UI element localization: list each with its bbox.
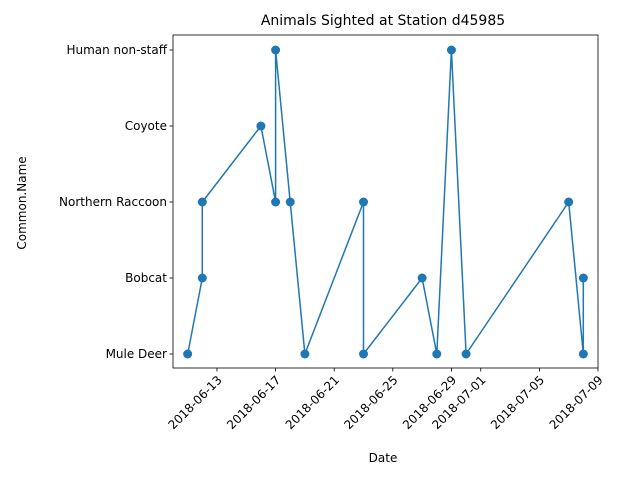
x-tick-label: 2018-06-17	[224, 373, 283, 432]
axes-frame	[172, 34, 599, 369]
data-point	[300, 349, 310, 359]
x-tick-label: 2018-06-13	[166, 373, 225, 432]
y-axis: Mule Deer Bobcat Northern Raccoon Coyote Hum…	[59, 43, 173, 361]
data-point	[432, 349, 442, 359]
data-point	[271, 45, 281, 55]
x-tick-label: 2018-07-05	[488, 373, 547, 432]
x-tick-label: 2018-06-25	[341, 373, 400, 432]
data-point	[578, 349, 588, 359]
y-tick-label: Northern Raccoon	[59, 195, 167, 209]
data-point	[446, 45, 456, 55]
y-tick-label: Mule Deer	[106, 347, 167, 361]
data-point	[564, 197, 574, 207]
x-tick-label: 2018-07-09	[547, 373, 606, 432]
series-line	[186, 49, 585, 355]
data-point	[271, 197, 281, 207]
y-tick-label: Coyote	[125, 119, 167, 133]
chart-title: Animals Sighted at Station d45985	[261, 13, 505, 29]
data-point	[285, 197, 295, 207]
x-axis-label: Date	[369, 451, 398, 465]
x-tick-label: 2018-06-21	[283, 373, 342, 432]
y-axis-label: Common.Name	[15, 156, 29, 249]
x-axis: 2018-06-13 2018-06-17 2018-06-21 2018-06-25…	[166, 368, 606, 432]
plot-area	[183, 45, 588, 359]
data-point	[183, 349, 193, 359]
y-tick-label: Bobcat	[125, 271, 167, 285]
data-point	[461, 349, 471, 359]
y-tick-label: Human non-staff	[66, 43, 167, 57]
data-point	[359, 349, 369, 359]
data-point	[359, 197, 369, 207]
data-point	[256, 121, 266, 131]
data-point	[197, 273, 207, 283]
data-point	[197, 197, 207, 207]
data-point	[417, 273, 427, 283]
data-point	[578, 273, 588, 283]
